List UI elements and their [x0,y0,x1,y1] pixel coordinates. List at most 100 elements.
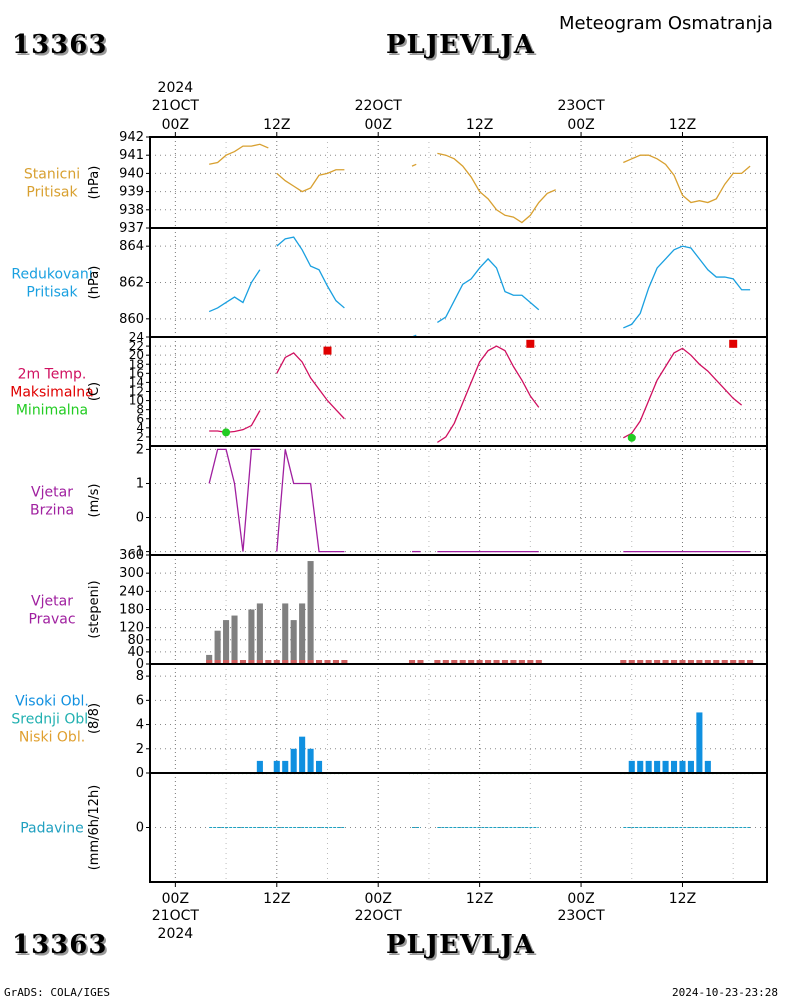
bar [231,615,238,664]
calm-marker [214,660,221,664]
calm-marker [730,660,737,664]
calm-marker [459,660,466,664]
calm-marker [417,660,424,664]
y-tick-label: 18 [129,357,144,371]
unit-label: (mm/6h/12h) [87,785,102,871]
x-axis-hour-top: 12Z [466,117,493,133]
y-tick-label: 40 [127,645,144,660]
bar [645,760,652,773]
panel-label: Stanicni [24,167,80,183]
series-line [411,163,417,167]
y-tick-label: 860 [119,312,144,327]
bar [654,760,661,773]
x-axis-hour-top: 00Z [162,117,189,133]
unit-label: (stepeni) [87,580,102,638]
calm-marker [476,660,483,664]
calm-marker [307,660,314,664]
panel-label: Niski Obl. [19,730,85,746]
calm-marker [239,660,247,664]
calm-marker [637,660,644,664]
x-axis-hour-bottom: 00Z [162,891,189,907]
bar [687,760,694,773]
y-tick-label: 2 [136,430,144,444]
y-tick-label: 80 [127,633,144,648]
calm-marker [206,660,213,664]
x-axis-hour-top: 00Z [567,117,594,133]
calm-marker [713,660,720,664]
bar [256,760,263,773]
bar [696,712,703,773]
max-temp-marker [729,339,738,348]
calm-marker [248,660,255,664]
calm-marker [324,660,331,664]
series-line [276,449,345,553]
y-tick-label: 0 [136,766,144,781]
calm-marker [662,660,669,664]
min-temp-marker [222,428,231,437]
calm-marker [527,660,534,664]
calm-marker [282,660,289,664]
x-axis-hour-bottom: 00Z [365,891,392,907]
x-axis-hour-bottom: 12Z [669,891,696,907]
bar [628,760,635,773]
bar [256,603,263,664]
x-axis-date-top: 23OCT [557,98,605,114]
bar [223,620,230,664]
calm-marker [501,660,509,664]
min-temp-marker [627,433,636,442]
calm-marker [645,660,652,664]
bar [290,620,297,664]
calm-marker [408,660,416,664]
x-axis-hour-bottom: 12Z [466,891,493,907]
y-tick-label: 941 [119,148,144,163]
y-tick-label: 940 [119,166,144,181]
unit-label: (hPa) [87,166,102,200]
y-tick-label: 300 [119,566,144,581]
bar [290,748,297,773]
calm-marker [670,660,678,664]
y-tick-label: 22 [129,339,144,353]
calm-marker [493,660,500,664]
y-tick-label: 2 [136,742,144,757]
series-line [209,410,261,434]
calm-marker [738,660,745,664]
bar [307,748,314,773]
bar [248,609,255,664]
series-line [437,152,556,224]
bar [637,760,644,773]
panel-label: Padavine [20,821,84,837]
panel-frame [149,136,768,229]
series-line [276,352,345,420]
panel-label: Pritisak [26,285,78,301]
calm-marker [468,660,475,664]
y-tick-label: 360 [119,548,144,563]
y-tick-label: -1 [131,545,144,560]
calm-marker [687,660,694,664]
panel-label: Vjetar [31,594,73,610]
calm-marker [265,660,272,664]
station-name-bottom: PLJEVLJA [386,930,535,960]
series-line [208,269,261,313]
calm-marker [620,660,627,664]
x-axis-hour-top: 12Z [263,117,290,133]
y-tick-label: 6 [136,412,144,426]
x-axis-date-top: 22OCT [355,98,403,114]
calm-marker [231,660,238,664]
y-tick-label: 1 [136,476,144,491]
calm-marker [256,660,263,664]
calm-marker [654,660,661,664]
x-axis-date-top: 21OCT [152,98,200,114]
calm-marker [535,660,542,664]
calm-marker [704,660,711,664]
y-tick-label: 8 [136,403,144,417]
calm-marker [451,660,458,664]
calm-marker [510,660,517,664]
calm-marker [518,660,525,664]
panel-label: Visoki Obl. [15,694,89,710]
calm-marker [721,660,728,664]
y-tick-label: 4 [136,718,144,733]
series-line [623,245,751,329]
y-tick-label: 240 [119,584,144,599]
panel-frame [149,445,768,556]
